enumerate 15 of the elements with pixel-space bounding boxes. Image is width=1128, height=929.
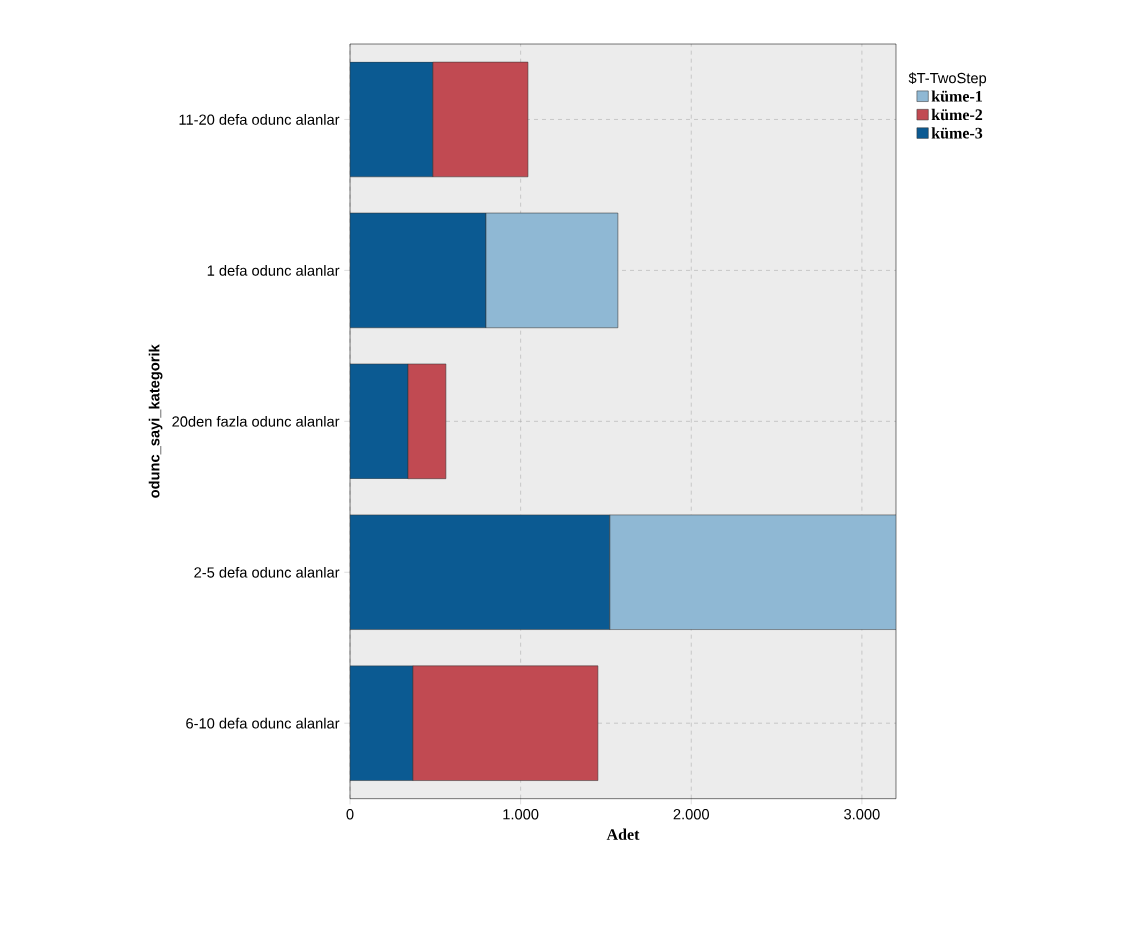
y-tick-label: 20den fazla odunc alanlar [172, 415, 340, 427]
x-axis-title: Adet [606, 828, 640, 840]
x-tick-label: 2.000 [673, 808, 710, 820]
x-tick-label: 3.000 [844, 808, 880, 820]
y-tick-label: 6-10 defa odunc alanlar [186, 717, 340, 729]
legend-label: küme-1 [931, 90, 982, 102]
x-tick-label: 0 [346, 808, 354, 820]
y-tick-label: 11-20 defa odunc alanlar [179, 113, 340, 125]
legend-label: küme-3 [931, 127, 983, 139]
x-tick-label: 1.000 [503, 808, 539, 820]
y-tick-label: 1 defa odunc alanlar [207, 264, 340, 276]
y-tick-label: 2-5 defa odunc alanlar [194, 566, 340, 578]
legend-label: küme-2 [931, 108, 983, 120]
y-axis-title: odunc_sayi_kategorik [148, 344, 163, 498]
legend-title: $T-TwoStep [908, 72, 987, 86]
